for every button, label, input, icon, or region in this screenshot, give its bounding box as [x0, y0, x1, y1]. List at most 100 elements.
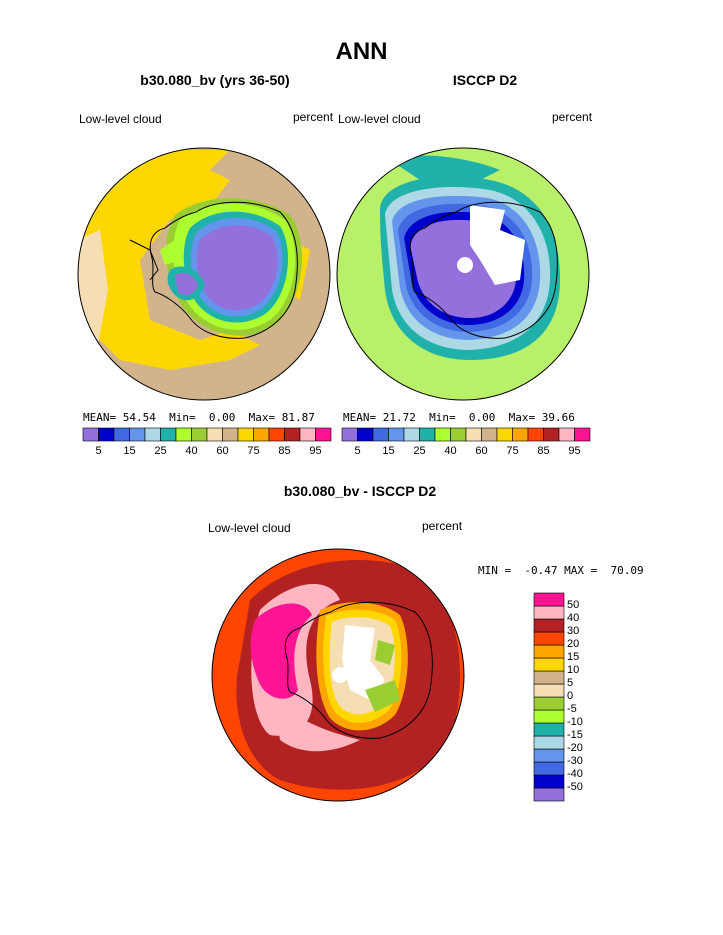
mean-label: MEAN=: [343, 411, 377, 424]
colorbar-swatch: [527, 427, 544, 442]
colorbar-obs: [341, 427, 591, 442]
max-label: Max=: [248, 411, 276, 424]
colorbar-swatch: [341, 427, 358, 442]
map-diff: [212, 549, 464, 801]
colorbar-swatch: [113, 427, 130, 442]
max-value: 39.66: [541, 411, 575, 424]
colorbar-swatch: [533, 709, 565, 724]
colorbar-tick-label: 85: [278, 445, 291, 457]
page-title: ANN: [335, 38, 388, 65]
colorbar-tick-label: 40: [185, 445, 198, 457]
colorbar-swatch: [98, 427, 115, 442]
min-label: Min=: [169, 411, 196, 424]
colorbar-swatch: [533, 696, 565, 711]
min-label: Min=: [429, 411, 456, 424]
max-label: MAX =: [564, 564, 598, 577]
colorbar-swatch: [533, 748, 565, 763]
panel-title-obs: ISCCP D2: [452, 72, 518, 88]
colorbar-tick-label: -30: [567, 755, 583, 767]
colorbar-tick-label: -50: [567, 781, 583, 793]
colorbar-tick-label: 15: [382, 445, 395, 457]
colorbar-tick-label: 60: [475, 445, 488, 457]
colorbar-tick-label: 5: [567, 677, 574, 689]
colorbar-tick-label: 30: [567, 625, 580, 637]
colorbar-swatch: [533, 761, 565, 776]
colorbar-swatch: [191, 427, 208, 442]
colorbar-tick-label: -40: [567, 768, 583, 780]
colorbar-tick-label: 10: [567, 664, 580, 676]
units-label-model: percent: [293, 110, 334, 124]
colorbar-swatch: [533, 670, 565, 685]
colorbar-swatch: [434, 427, 451, 442]
stats-model: MEAN= 54.54 Min= 0.00 Max= 81.87: [83, 411, 315, 424]
colorbar-tick-label: 5: [354, 445, 361, 457]
colorbar-swatch: [533, 722, 565, 737]
colorbar-swatch: [82, 427, 99, 442]
colorbar-swatch: [481, 427, 498, 442]
colorbar-swatch: [403, 427, 420, 442]
colorbar-swatch: [533, 631, 565, 646]
max-value: 70.09: [610, 564, 644, 577]
colorbar-swatch: [496, 427, 513, 442]
colorbar-swatch: [315, 427, 332, 442]
colorbar-tick-label: 75: [506, 445, 519, 457]
map-obs: [337, 148, 589, 400]
colorbar-tick-label: 0: [567, 690, 574, 702]
colorbar-tick-label: 25: [413, 445, 426, 457]
stats-diff: MIN = -0.47 MAX = 70.09: [478, 564, 644, 577]
mean-value: 54.54: [122, 411, 156, 424]
colorbar-swatch: [465, 427, 482, 442]
colorbar-tick-label: -5: [567, 703, 577, 715]
colorbar-tick-label: 5: [95, 445, 102, 457]
colorbar-swatch: [419, 427, 436, 442]
panel-title-diff: b30.080_bv - ISCCP D2: [283, 483, 437, 499]
min-value: -0.47: [524, 564, 558, 577]
units-label-obs: percent: [552, 110, 593, 124]
colorbar-swatch: [533, 605, 565, 620]
colorbar-swatch: [222, 427, 239, 442]
colorbar-model: [82, 427, 332, 442]
colorbar-swatch: [160, 427, 177, 442]
colorbar-tick-label: 60: [216, 445, 229, 457]
mean-label: MEAN=: [83, 411, 117, 424]
colorbar-swatch: [237, 427, 254, 442]
colorbar-swatch: [558, 427, 575, 442]
colorbar-swatch: [512, 427, 529, 442]
colorbar-tick-label: 75: [247, 445, 260, 457]
colorbar-swatch: [543, 427, 560, 442]
colorbar-swatch: [372, 427, 389, 442]
colorbar-tick-label: -15: [567, 729, 583, 741]
panel-title-model: b30.080_bv (yrs 36-50): [140, 72, 290, 88]
colorbar-swatch: [533, 657, 565, 672]
colorbar-tick-label: -10: [567, 716, 583, 728]
colorbar-swatch: [533, 787, 565, 802]
colorbar-swatch: [574, 427, 591, 442]
colorbar-tick-label: 15: [567, 651, 580, 663]
colorbar-swatch: [268, 427, 285, 442]
colorbar-swatch: [533, 735, 565, 750]
variable-label-obs: Low-level cloud: [338, 112, 421, 126]
colorbar-swatch: [357, 427, 374, 442]
map-model: [78, 148, 330, 400]
colorbar-swatch: [175, 427, 192, 442]
colorbar-swatch: [388, 427, 405, 442]
colorbar-tick-label: 20: [567, 638, 580, 650]
max-value: 81.87: [281, 411, 315, 424]
colorbar-swatch: [144, 427, 161, 442]
colorbar-swatch: [129, 427, 146, 442]
colorbar-swatch: [533, 644, 565, 659]
colorbar-swatch: [533, 683, 565, 698]
mean-value: 21.72: [382, 411, 416, 424]
variable-label-diff: Low-level cloud: [208, 521, 291, 535]
colorbar-tick-label: 40: [567, 612, 580, 624]
colorbar-swatch: [284, 427, 301, 442]
colorbar-swatch: [253, 427, 270, 442]
variable-label-model: Low-level cloud: [79, 112, 162, 126]
colorbar-tick-label: 25: [154, 445, 167, 457]
min-label: MIN =: [478, 564, 512, 577]
min-value: 0.00: [468, 411, 496, 424]
colorbar-tick-label: 40: [444, 445, 457, 457]
colorbar-diff: [533, 592, 565, 802]
colorbar-tick-label: 95: [309, 445, 322, 457]
colorbar-swatch: [533, 618, 565, 633]
